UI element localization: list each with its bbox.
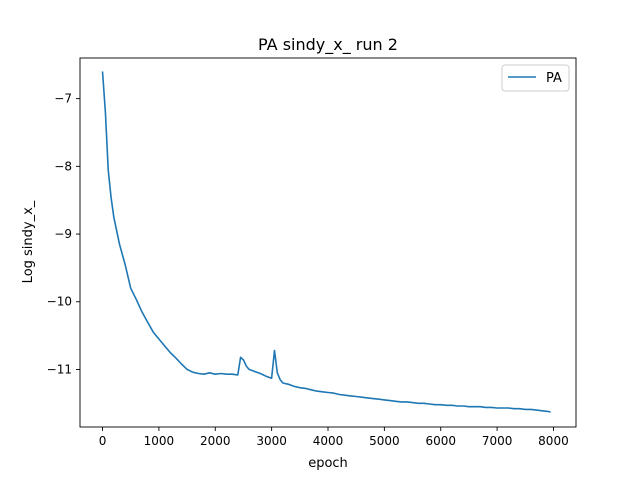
legend-label-pa: PA xyxy=(546,71,562,86)
y-axis-ticks: −7 −8 −9 −10 −11 xyxy=(47,92,80,376)
x-tick-label: 4000 xyxy=(313,434,344,448)
x-tick-label: 3000 xyxy=(256,434,287,448)
x-tick-label: 1000 xyxy=(144,434,175,448)
series-line-pa xyxy=(101,71,551,413)
x-tick-label: 2000 xyxy=(200,434,231,448)
y-tick-label: −9 xyxy=(54,227,72,241)
x-tick-label: 7000 xyxy=(482,434,513,448)
x-axis-ticks: 0 1000 2000 3000 4000 5000 6000 7000 8000 xyxy=(99,427,569,448)
plot-area xyxy=(101,71,551,413)
y-tick-label: −10 xyxy=(47,295,72,309)
y-tick-label: −7 xyxy=(54,92,72,106)
x-tick-label: 8000 xyxy=(538,434,569,448)
x-tick-label: 0 xyxy=(99,434,107,448)
x-tick-label: 5000 xyxy=(369,434,400,448)
y-axis-label: Log sindy_x_ xyxy=(21,200,36,283)
x-axis-label: epoch xyxy=(308,456,348,471)
chart-title: PA sindy_x_ run 2 xyxy=(258,35,398,55)
y-tick-label: −11 xyxy=(47,362,72,376)
x-tick-label: 6000 xyxy=(425,434,456,448)
legend: PA xyxy=(501,64,570,92)
legend-box xyxy=(501,64,570,92)
y-tick-label: −8 xyxy=(54,159,72,173)
